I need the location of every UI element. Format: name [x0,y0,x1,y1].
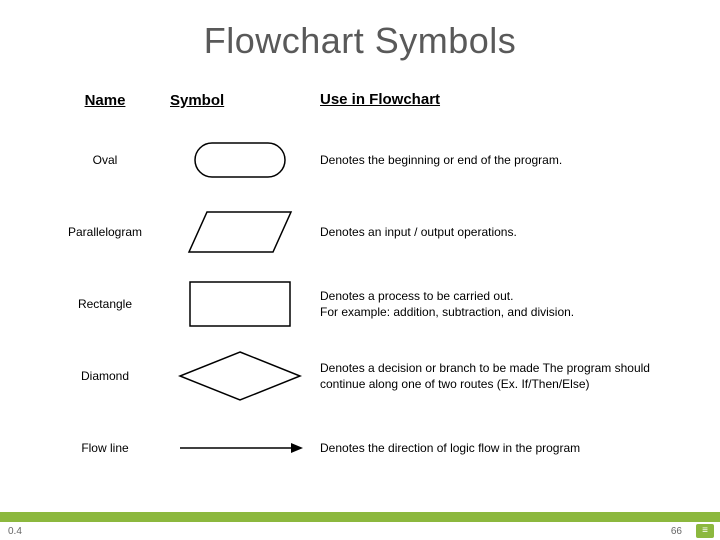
symbols-table: Name Symbol Use in Flowchart Oval Denote… [40,90,690,484]
slide: Flowchart Symbols Name Symbol Use in Flo… [0,0,720,540]
row-name: Flow line [40,441,170,455]
row-use: Denotes the direction of logic flow in t… [310,440,690,456]
header-name: Name [40,92,170,109]
header-use: Use in Flowchart [310,90,690,110]
page-number: 66 [671,526,682,537]
footer-label: 0.4 [8,526,22,537]
row-name: Parallelogram [40,225,170,239]
symbol-diamond [170,349,310,403]
table-header-row: Name Symbol Use in Flowchart [40,90,690,110]
header-symbol: Symbol [170,92,310,109]
symbol-rectangle [170,279,310,329]
row-use: Denotes a decision or branch to be made … [310,360,690,392]
footer-bar [0,512,720,522]
row-use: Denotes a process to be carried out.For … [310,288,690,320]
row-use: Denotes the beginning or end of the prog… [310,152,690,168]
table-row: Rectangle Denotes a process to be carrie… [40,268,690,340]
row-name: Oval [40,153,170,167]
symbol-oval [170,140,310,180]
row-name: Rectangle [40,297,170,311]
menu-icon[interactable] [696,524,714,538]
page-title: Flowchart Symbols [0,0,720,62]
row-name: Diamond [40,369,170,383]
table-row: Flow line Denotes the direction of logic… [40,412,690,484]
row-use: Denotes an input / output operations. [310,224,690,240]
table-row: Parallelogram Denotes an input / output … [40,196,690,268]
symbol-parallelogram [170,209,310,255]
table-row: Diamond Denotes a decision or branch to … [40,340,690,412]
symbol-flowline [170,438,310,458]
table-row: Oval Denotes the beginning or end of the… [40,124,690,196]
